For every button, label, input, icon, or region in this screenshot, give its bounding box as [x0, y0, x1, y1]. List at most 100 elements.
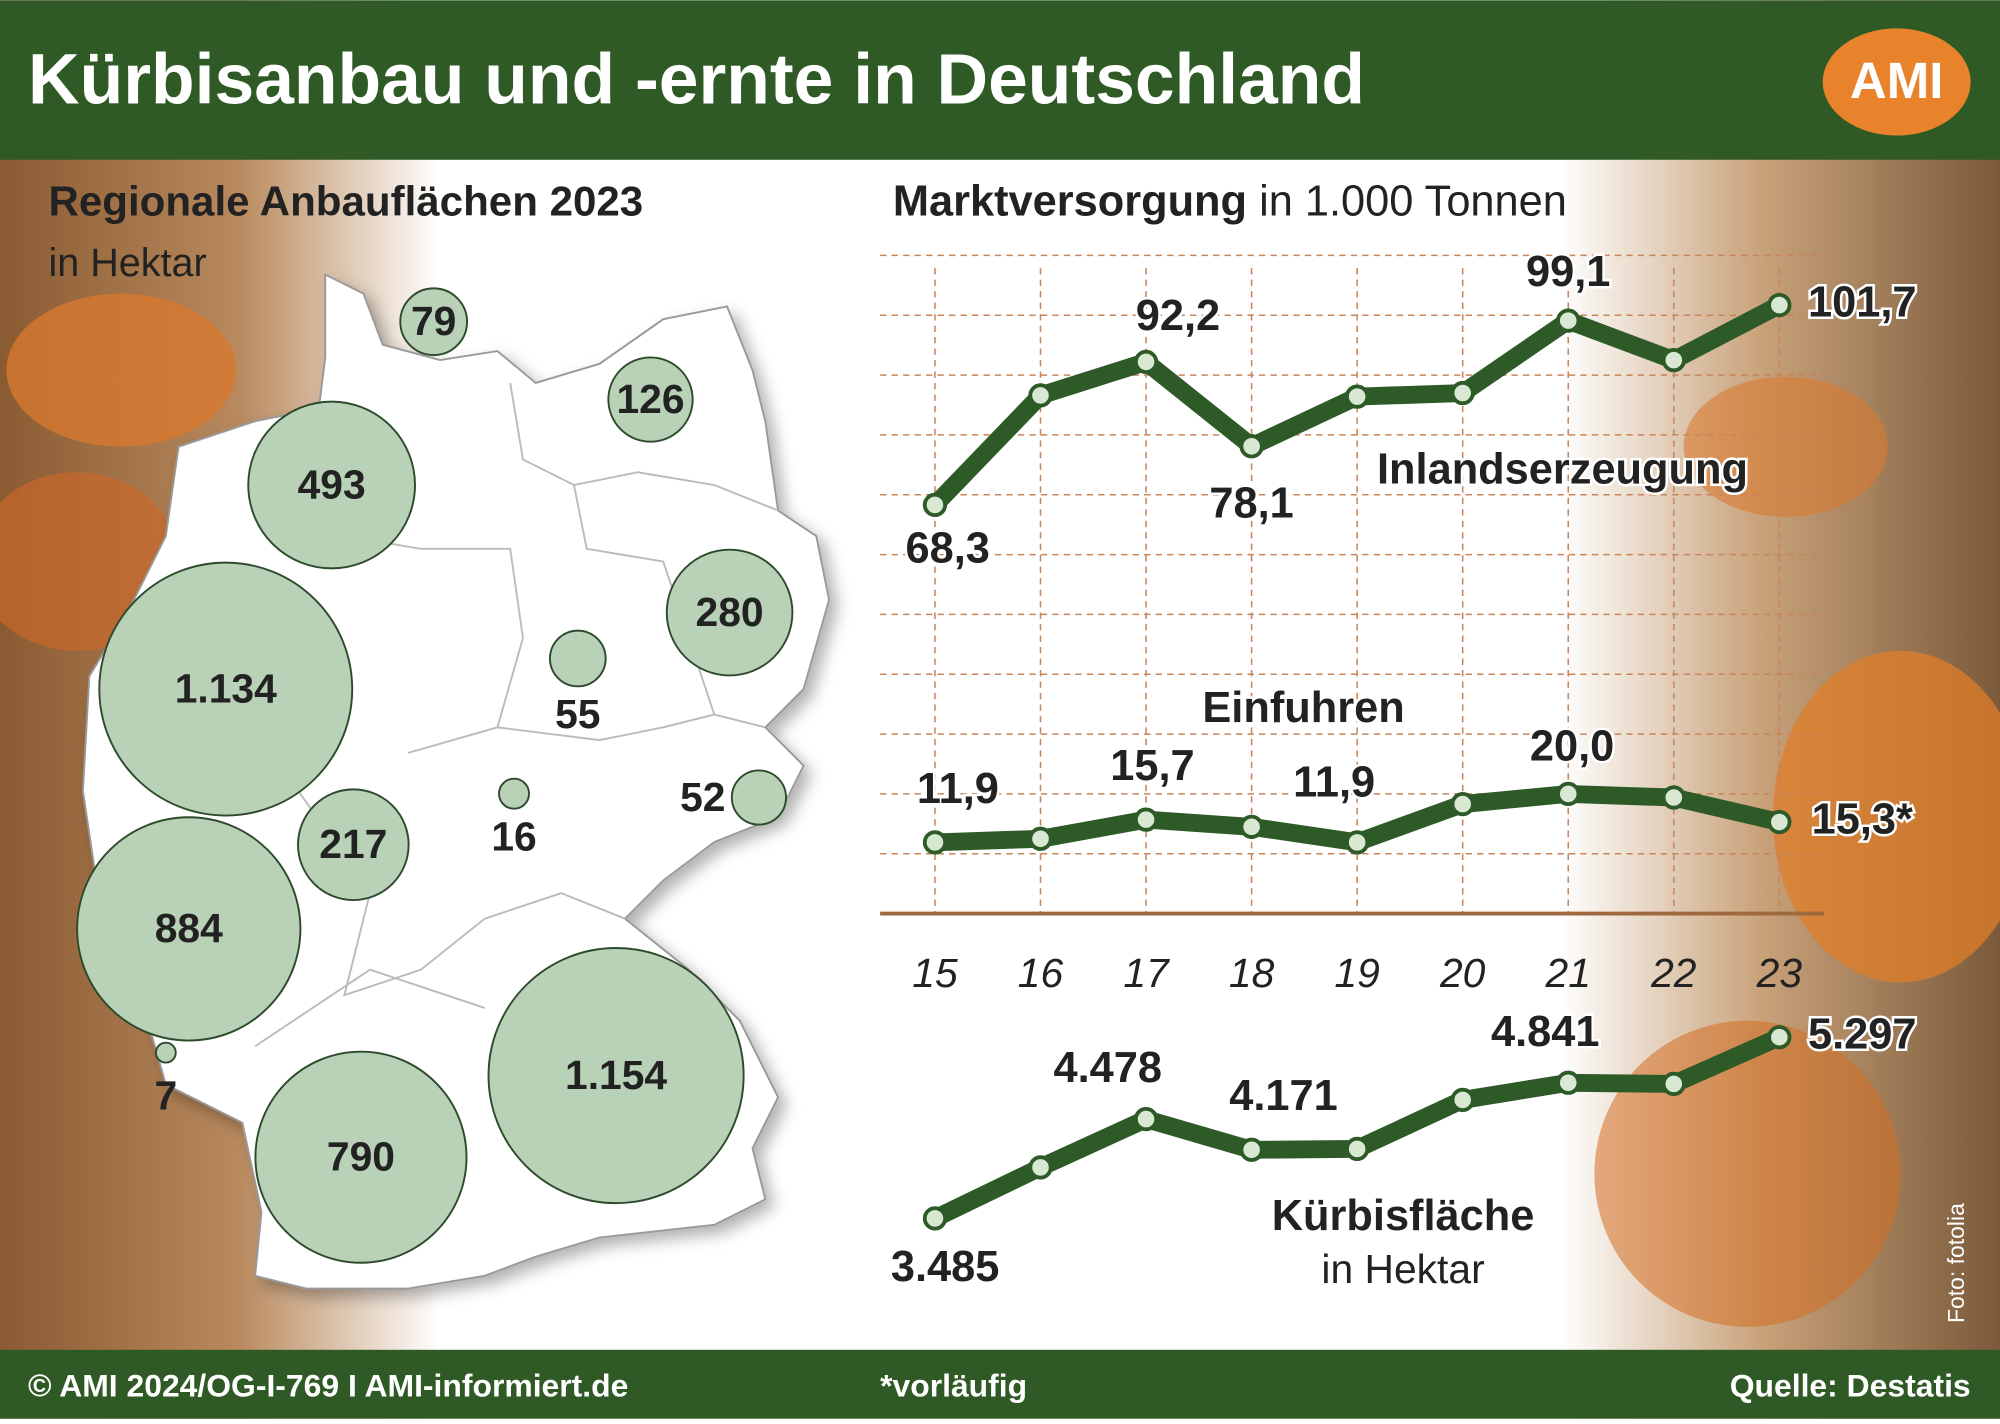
- footer-source: Quelle: Destatis: [1730, 1367, 1971, 1403]
- data-point: [1767, 292, 1792, 318]
- data-point: [1661, 1071, 1686, 1097]
- x-tick-label: 18: [1229, 950, 1275, 996]
- data-point: [1133, 807, 1159, 832]
- bubble: [76, 816, 302, 1042]
- bubble: [154, 1041, 177, 1064]
- data-point: [1767, 1025, 1792, 1050]
- data-point: [1767, 809, 1792, 835]
- photo-credit: Foto: fotolia: [1943, 1203, 1969, 1323]
- bubble-label: 884: [155, 905, 223, 951]
- pumpkin-photo: [1772, 650, 2000, 983]
- data-point: [1028, 383, 1053, 408]
- data-point: [1661, 785, 1686, 810]
- footer-band: [0, 1349, 2000, 1419]
- bubble-label: 52: [680, 774, 725, 820]
- state-border: [573, 484, 766, 729]
- bubble-label: 7: [154, 1072, 177, 1118]
- data-point: [1239, 434, 1264, 459]
- bubble: [549, 629, 607, 688]
- x-tick-label: 17: [1123, 950, 1170, 996]
- data-label: 5.297: [1808, 1011, 1917, 1059]
- data-label: 78,1: [1209, 480, 1293, 528]
- data-point: [1450, 1087, 1475, 1113]
- bubble-label: 790: [327, 1134, 395, 1180]
- map-title: Regionale Anbauflächen 2023: [48, 178, 643, 225]
- data-label: 99,1: [1526, 248, 1610, 296]
- bubble: [665, 548, 794, 677]
- bubble: [247, 400, 416, 570]
- data-label: 3.485: [891, 1243, 1000, 1291]
- data-point: [1450, 380, 1475, 406]
- data-point: [1661, 348, 1686, 373]
- data-label: 4.478: [1054, 1044, 1163, 1092]
- header-band: [0, 0, 2000, 160]
- bubble-label: 79: [411, 298, 456, 344]
- data-label: 15,3*: [1812, 795, 1913, 843]
- data-label: 11,9: [917, 765, 999, 813]
- data-label: 4.171: [1229, 1072, 1338, 1120]
- x-tick-label: 23: [1756, 950, 1803, 996]
- bubble-label: 1.134: [175, 665, 277, 711]
- data-label: 101,7: [1808, 279, 1917, 327]
- data-label: 11,9: [1293, 758, 1375, 806]
- data-point: [922, 492, 948, 518]
- data-label: 92,2: [1136, 292, 1220, 340]
- data-point: [1028, 826, 1053, 851]
- data-point: [1450, 791, 1475, 817]
- data-point: [1028, 1155, 1053, 1180]
- series-name: Kürbisfläche: [1272, 1192, 1535, 1240]
- data-point: [1556, 781, 1581, 807]
- series-name: Einfuhren: [1202, 684, 1404, 732]
- bubble-label: 126: [616, 376, 684, 422]
- data-point: [922, 1206, 948, 1231]
- data-label: 4.841: [1491, 1008, 1600, 1056]
- map-subtitle: in Hektar: [48, 241, 206, 285]
- data-label: 20,0: [1530, 723, 1614, 771]
- data-point: [922, 830, 948, 855]
- data-point: [1239, 814, 1264, 839]
- state-border: [509, 382, 779, 512]
- bubble-label: 280: [696, 589, 764, 635]
- title: Kürbisanbau und -ernte in Deutschland: [28, 39, 1365, 119]
- x-tick-label: 22: [1650, 950, 1697, 996]
- bubble: [98, 561, 354, 817]
- series-unit: in Hektar: [1321, 1246, 1484, 1292]
- pumpkin-photo: [1594, 1020, 1901, 1327]
- data-label: 68,3: [906, 524, 990, 572]
- state-borders: [254, 382, 779, 1048]
- state-border: [254, 968, 485, 1048]
- pumpkin-photo: [6, 293, 236, 447]
- logo-badge: [1822, 28, 1971, 136]
- x-tick-label: 15: [912, 950, 958, 996]
- pumpkin-photo: [1683, 376, 1888, 517]
- x-tick-label: 19: [1334, 950, 1379, 996]
- bubble: [607, 356, 694, 443]
- bubble-label: 493: [298, 461, 366, 507]
- bubble: [399, 287, 469, 357]
- bubble: [730, 769, 787, 826]
- footer-copyright: © AMI 2024/OG-I-769 I AMI-informiert.de: [28, 1367, 628, 1403]
- x-tick-label: 20: [1439, 950, 1486, 996]
- x-tick-label: 16: [1018, 950, 1064, 996]
- data-point: [1345, 384, 1370, 409]
- bubble: [297, 788, 410, 901]
- data-point: [1133, 1106, 1159, 1132]
- x-tick-label: 21: [1545, 950, 1591, 996]
- data-point: [1239, 1137, 1264, 1162]
- data-point: [1556, 308, 1581, 333]
- bubble-label: 55: [555, 691, 600, 737]
- bubble: [498, 777, 531, 810]
- data-point: [1345, 830, 1370, 855]
- state-border: [344, 535, 524, 754]
- data-label: 15,7: [1110, 742, 1194, 790]
- bubble: [487, 947, 745, 1205]
- chart-unit: in 1.000 Tonnen: [1259, 178, 1567, 226]
- data-point: [1133, 349, 1159, 375]
- series-name: Inlandserzeugung: [1377, 446, 1748, 494]
- bubble-label: 16: [491, 813, 536, 859]
- bubble-label: 1.154: [565, 1052, 667, 1098]
- data-point: [1345, 1136, 1370, 1162]
- bubble-label: 217: [319, 821, 387, 867]
- chart-title-main: Marktversorgung: [893, 178, 1247, 226]
